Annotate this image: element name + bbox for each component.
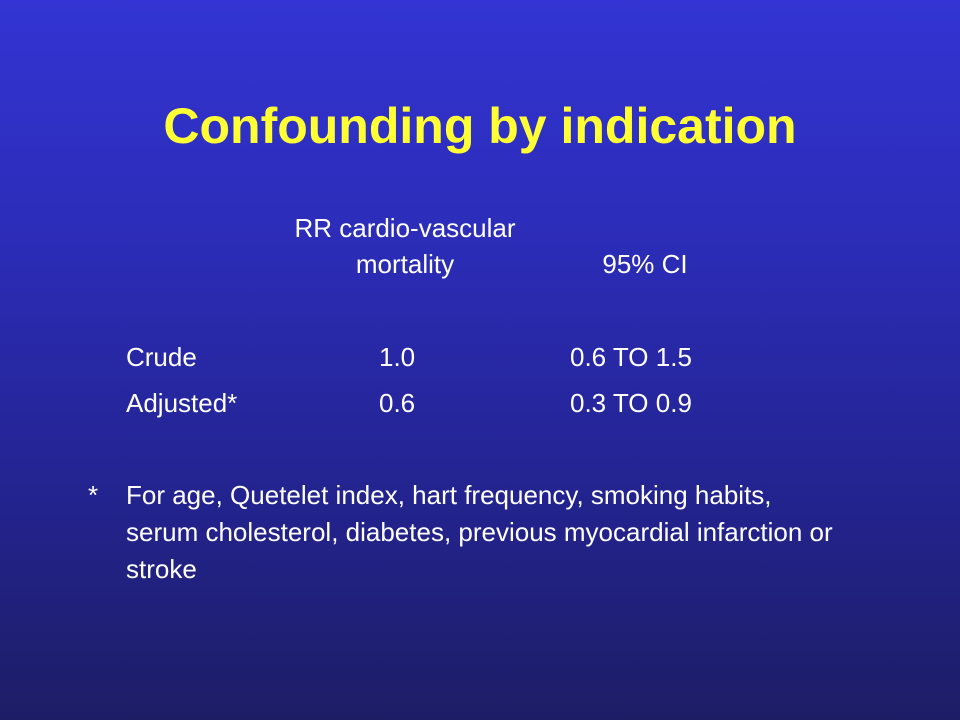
row-crude-rr: 1.0 [379, 342, 416, 372]
footnote-text: For age, Quetelet index, hart frequency,… [126, 480, 833, 584]
row-crude-ci: 0.6 TO 1.5 [570, 342, 692, 372]
row-adjusted-label: Adjusted* [126, 388, 238, 418]
row-adjusted-rr: 0.6 [379, 388, 416, 418]
slide-title: Confounding by indication [163, 98, 797, 154]
rr-header-line1: RR cardio-vascular [294, 213, 516, 243]
row-adjusted-ci: 0.3 TO 0.9 [570, 388, 692, 418]
ci-column-header: 95% CI [602, 249, 688, 279]
footnote-mark: * [88, 480, 99, 510]
rr-column-header: RR cardio-vascular mortality [250, 210, 560, 282]
row-crude-label: Crude [126, 342, 197, 372]
rr-header-line2: mortality [355, 249, 455, 279]
